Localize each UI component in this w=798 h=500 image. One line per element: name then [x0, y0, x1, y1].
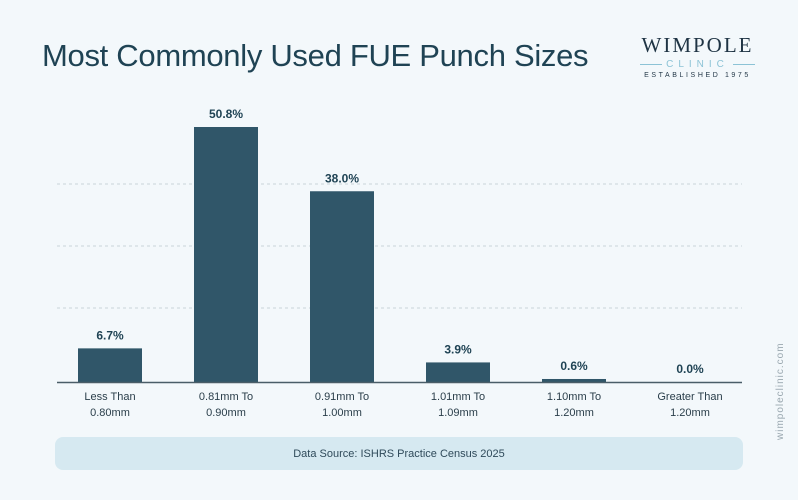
- data-label: 6.7%: [96, 328, 124, 342]
- logo-tagline: ESTABLISHED 1975: [644, 72, 751, 79]
- x-tick-label: 0.90mm: [206, 407, 246, 419]
- bar: [426, 362, 490, 382]
- website-label: wimpoleclinic.com: [775, 342, 786, 440]
- x-tick-label: 1.00mm: [322, 407, 362, 419]
- x-tick-label: Less Than: [84, 391, 135, 403]
- chart-title: Most Commonly Used FUE Punch Sizes: [42, 38, 589, 73]
- data-label: 38.0%: [325, 171, 359, 185]
- data-label: 0.6%: [560, 359, 588, 373]
- bar: [542, 378, 606, 382]
- x-tick-label: Greater Than: [657, 391, 722, 403]
- x-tick-label: 1.20mm: [554, 407, 594, 419]
- logo-sub: CLINIC: [640, 59, 755, 70]
- x-tick-label: 1.09mm: [438, 407, 478, 419]
- data-source: Data Source: ISHRS Practice Census 2025: [55, 437, 743, 470]
- x-tick-label: 0.91mm To: [315, 391, 369, 403]
- logo-name: WIMPOLE: [641, 33, 754, 57]
- x-tick-label: 1.01mm To: [431, 391, 485, 403]
- x-tick-label: 0.80mm: [90, 407, 130, 419]
- bar: [310, 191, 374, 382]
- x-tick-label: 1.20mm: [670, 407, 710, 419]
- bar: [194, 127, 258, 382]
- x-tick-label: 0.81mm To: [199, 391, 253, 403]
- x-tick-label: 1.10mm To: [547, 391, 601, 403]
- wimpole-clinic-logo: WIMPOLE CLINIC ESTABLISHED 1975: [640, 33, 755, 79]
- bar: [78, 348, 142, 382]
- data-label: 0.0%: [676, 362, 704, 376]
- data-label: 3.9%: [444, 342, 472, 356]
- data-label: 50.8%: [209, 107, 243, 121]
